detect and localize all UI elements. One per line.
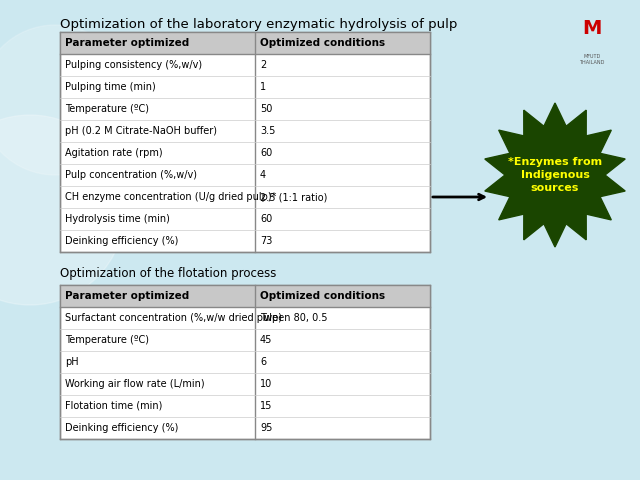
- Text: Optimized conditions: Optimized conditions: [260, 38, 385, 48]
- Text: Optimized conditions: Optimized conditions: [260, 291, 385, 301]
- Text: 2.5 (1:1 ratio): 2.5 (1:1 ratio): [260, 192, 328, 202]
- Text: Parameter optimized: Parameter optimized: [65, 38, 189, 48]
- Text: 50: 50: [260, 104, 273, 114]
- Text: CH enzyme concentration (U/g dried pulp)*: CH enzyme concentration (U/g dried pulp)…: [65, 192, 276, 202]
- Text: 1: 1: [260, 82, 266, 92]
- Polygon shape: [485, 103, 625, 247]
- Text: 10: 10: [260, 379, 272, 389]
- Text: 60: 60: [260, 214, 272, 224]
- Text: M: M: [582, 19, 602, 38]
- Text: 6: 6: [260, 357, 266, 367]
- Text: Temperature (ºC): Temperature (ºC): [65, 104, 149, 114]
- Text: Deinking efficiency (%): Deinking efficiency (%): [65, 423, 179, 433]
- Text: 2: 2: [260, 60, 266, 70]
- Bar: [60, 32, 430, 54]
- Bar: [60, 285, 430, 439]
- Text: 4: 4: [260, 170, 266, 180]
- Text: Surfactant concentration (%,w/w dried pulp): Surfactant concentration (%,w/w dried pu…: [65, 313, 282, 323]
- Text: 60: 60: [260, 148, 272, 158]
- Text: Working air flow rate (L/min): Working air flow rate (L/min): [65, 379, 205, 389]
- Text: Hydrolysis time (min): Hydrolysis time (min): [65, 214, 170, 224]
- Circle shape: [0, 115, 125, 305]
- Text: pH (0.2 M Citrate-NaOH buffer): pH (0.2 M Citrate-NaOH buffer): [65, 126, 217, 136]
- Text: Tween 80, 0.5: Tween 80, 0.5: [260, 313, 328, 323]
- Bar: [60, 285, 430, 307]
- Text: Optimization of the flotation process: Optimization of the flotation process: [60, 267, 276, 280]
- Text: Deinking efficiency (%): Deinking efficiency (%): [65, 236, 179, 246]
- Bar: [60, 32, 430, 252]
- Text: Pulping time (min): Pulping time (min): [65, 82, 156, 92]
- Text: 3.5: 3.5: [260, 126, 275, 136]
- Text: Flotation time (min): Flotation time (min): [65, 401, 163, 411]
- Text: Agitation rate (rpm): Agitation rate (rpm): [65, 148, 163, 158]
- Text: pH: pH: [65, 357, 79, 367]
- Text: 45: 45: [260, 335, 273, 345]
- Text: *Enzymes from
Indigenous
sources: *Enzymes from Indigenous sources: [508, 157, 602, 193]
- Text: 73: 73: [260, 236, 273, 246]
- Text: MFUTD
THAILAND: MFUTD THAILAND: [579, 54, 605, 65]
- Text: 15: 15: [260, 401, 273, 411]
- Circle shape: [0, 25, 130, 175]
- Text: Optimization of the laboratory enzymatic hydrolysis of pulp: Optimization of the laboratory enzymatic…: [60, 18, 458, 31]
- Text: Pulp concentration (%,w/v): Pulp concentration (%,w/v): [65, 170, 197, 180]
- Text: 95: 95: [260, 423, 273, 433]
- Text: Parameter optimized: Parameter optimized: [65, 291, 189, 301]
- Text: Pulping consistency (%,w/v): Pulping consistency (%,w/v): [65, 60, 202, 70]
- Text: Temperature (ºC): Temperature (ºC): [65, 335, 149, 345]
